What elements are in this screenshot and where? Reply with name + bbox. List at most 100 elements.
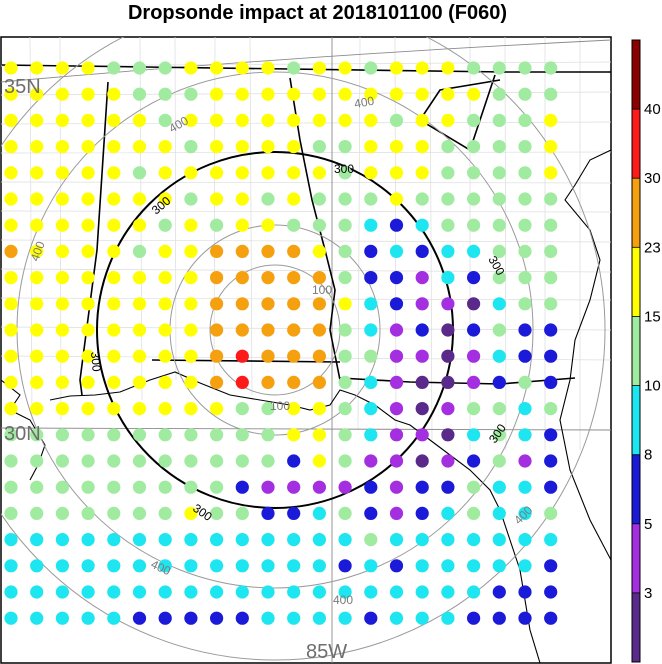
dropsonde-point <box>158 87 172 101</box>
dropsonde-point <box>441 506 455 520</box>
dropsonde-point <box>441 166 455 180</box>
dropsonde-point <box>55 87 69 101</box>
dropsonde-point <box>210 140 224 154</box>
dropsonde-point <box>364 244 378 258</box>
dropsonde-point <box>518 323 532 337</box>
dropsonde-point <box>415 611 429 625</box>
dropsonde-point <box>132 428 147 442</box>
dropsonde-point <box>415 244 429 258</box>
dropsonde-point <box>287 375 301 389</box>
dropsonde-point <box>312 61 326 75</box>
dropsonde-point <box>544 218 558 232</box>
dropsonde-point <box>107 192 121 206</box>
ring-label: 100 <box>270 399 290 413</box>
dropsonde-point <box>441 611 455 625</box>
dropsonde-point <box>184 140 198 154</box>
dropsonde-point <box>287 244 301 258</box>
dropsonde-point <box>364 533 378 547</box>
dropsonde-point <box>389 428 404 442</box>
dropsonde-point <box>261 480 275 494</box>
dropsonde-point <box>210 192 224 206</box>
dropsonde-point <box>158 402 172 416</box>
dropsonde-point <box>235 480 249 494</box>
dropsonde-point <box>55 192 69 206</box>
dropsonde-point <box>107 428 121 442</box>
dropsonde-point <box>389 166 404 180</box>
dropsonde-point <box>492 480 506 494</box>
dropsonde-point <box>55 323 69 337</box>
dropsonde-point <box>287 218 301 232</box>
dropsonde-point <box>81 585 95 599</box>
colorbar-tick-label: 5 <box>644 516 652 533</box>
dropsonde-point <box>30 271 44 285</box>
dropsonde-point <box>184 533 198 547</box>
dropsonde-point <box>107 297 121 311</box>
dropsonde-point <box>518 375 532 389</box>
dropsonde-point <box>184 218 198 232</box>
dropsonde-point <box>107 166 121 180</box>
colorbar-band <box>632 40 640 110</box>
dropsonde-point <box>287 323 301 337</box>
dropsonde-point <box>389 402 404 416</box>
dropsonde-point <box>364 166 378 180</box>
dropsonde-point <box>441 428 455 442</box>
dropsonde-point <box>467 140 481 154</box>
dropsonde-point <box>210 506 224 520</box>
ring-label: 100 <box>312 283 332 297</box>
dropsonde-point <box>4 87 18 101</box>
dropsonde-point <box>4 61 18 75</box>
dropsonde-point <box>4 559 18 573</box>
dropsonde-point <box>415 218 429 232</box>
dropsonde-point <box>544 271 558 285</box>
dropsonde-point <box>415 585 429 599</box>
dropsonde-point <box>312 559 326 573</box>
dropsonde-point <box>132 349 147 363</box>
dropsonde-point <box>81 323 95 337</box>
dropsonde-point <box>441 87 455 101</box>
dropsonde-point <box>467 454 481 468</box>
dropsonde-point <box>492 244 506 258</box>
dropsonde-point <box>55 166 69 180</box>
dropsonde-point <box>107 533 121 547</box>
dropsonde-points <box>4 61 558 625</box>
dropsonde-point <box>312 428 326 442</box>
dropsonde-point <box>30 323 44 337</box>
dropsonde-point <box>364 297 378 311</box>
dropsonde-point <box>4 192 18 206</box>
dropsonde-point <box>544 87 558 101</box>
colorbar-band <box>632 454 640 524</box>
dropsonde-point <box>30 585 44 599</box>
dropsonde-point <box>518 244 532 258</box>
dropsonde-point <box>415 559 429 573</box>
dropsonde-point <box>441 559 455 573</box>
dropsonde-point <box>132 140 147 154</box>
dropsonde-point <box>4 454 18 468</box>
dropsonde-point <box>235 402 249 416</box>
dropsonde-point <box>107 480 121 494</box>
dropsonde-point <box>518 585 532 599</box>
dropsonde-point <box>132 323 147 337</box>
dropsonde-point <box>55 402 69 416</box>
dropsonde-point <box>467 506 481 520</box>
dropsonde-point <box>81 61 95 75</box>
dropsonde-point <box>415 113 429 127</box>
dropsonde-point <box>55 611 69 625</box>
dropsonde-point <box>158 113 172 127</box>
dropsonde-point <box>492 113 506 127</box>
colorbar-band <box>632 316 640 386</box>
dropsonde-point <box>55 244 69 258</box>
dropsonde-point <box>261 375 275 389</box>
dropsonde-point <box>235 113 249 127</box>
dropsonde-point <box>467 87 481 101</box>
dropsonde-point <box>364 402 378 416</box>
dropsonde-point <box>261 87 275 101</box>
dropsonde-point <box>364 218 378 232</box>
dropsonde-point <box>415 480 429 494</box>
dropsonde-point <box>4 271 18 285</box>
dropsonde-point <box>544 297 558 311</box>
dropsonde-point <box>81 375 95 389</box>
dropsonde-point <box>518 402 532 416</box>
dropsonde-point <box>389 454 404 468</box>
dropsonde-point <box>30 140 44 154</box>
